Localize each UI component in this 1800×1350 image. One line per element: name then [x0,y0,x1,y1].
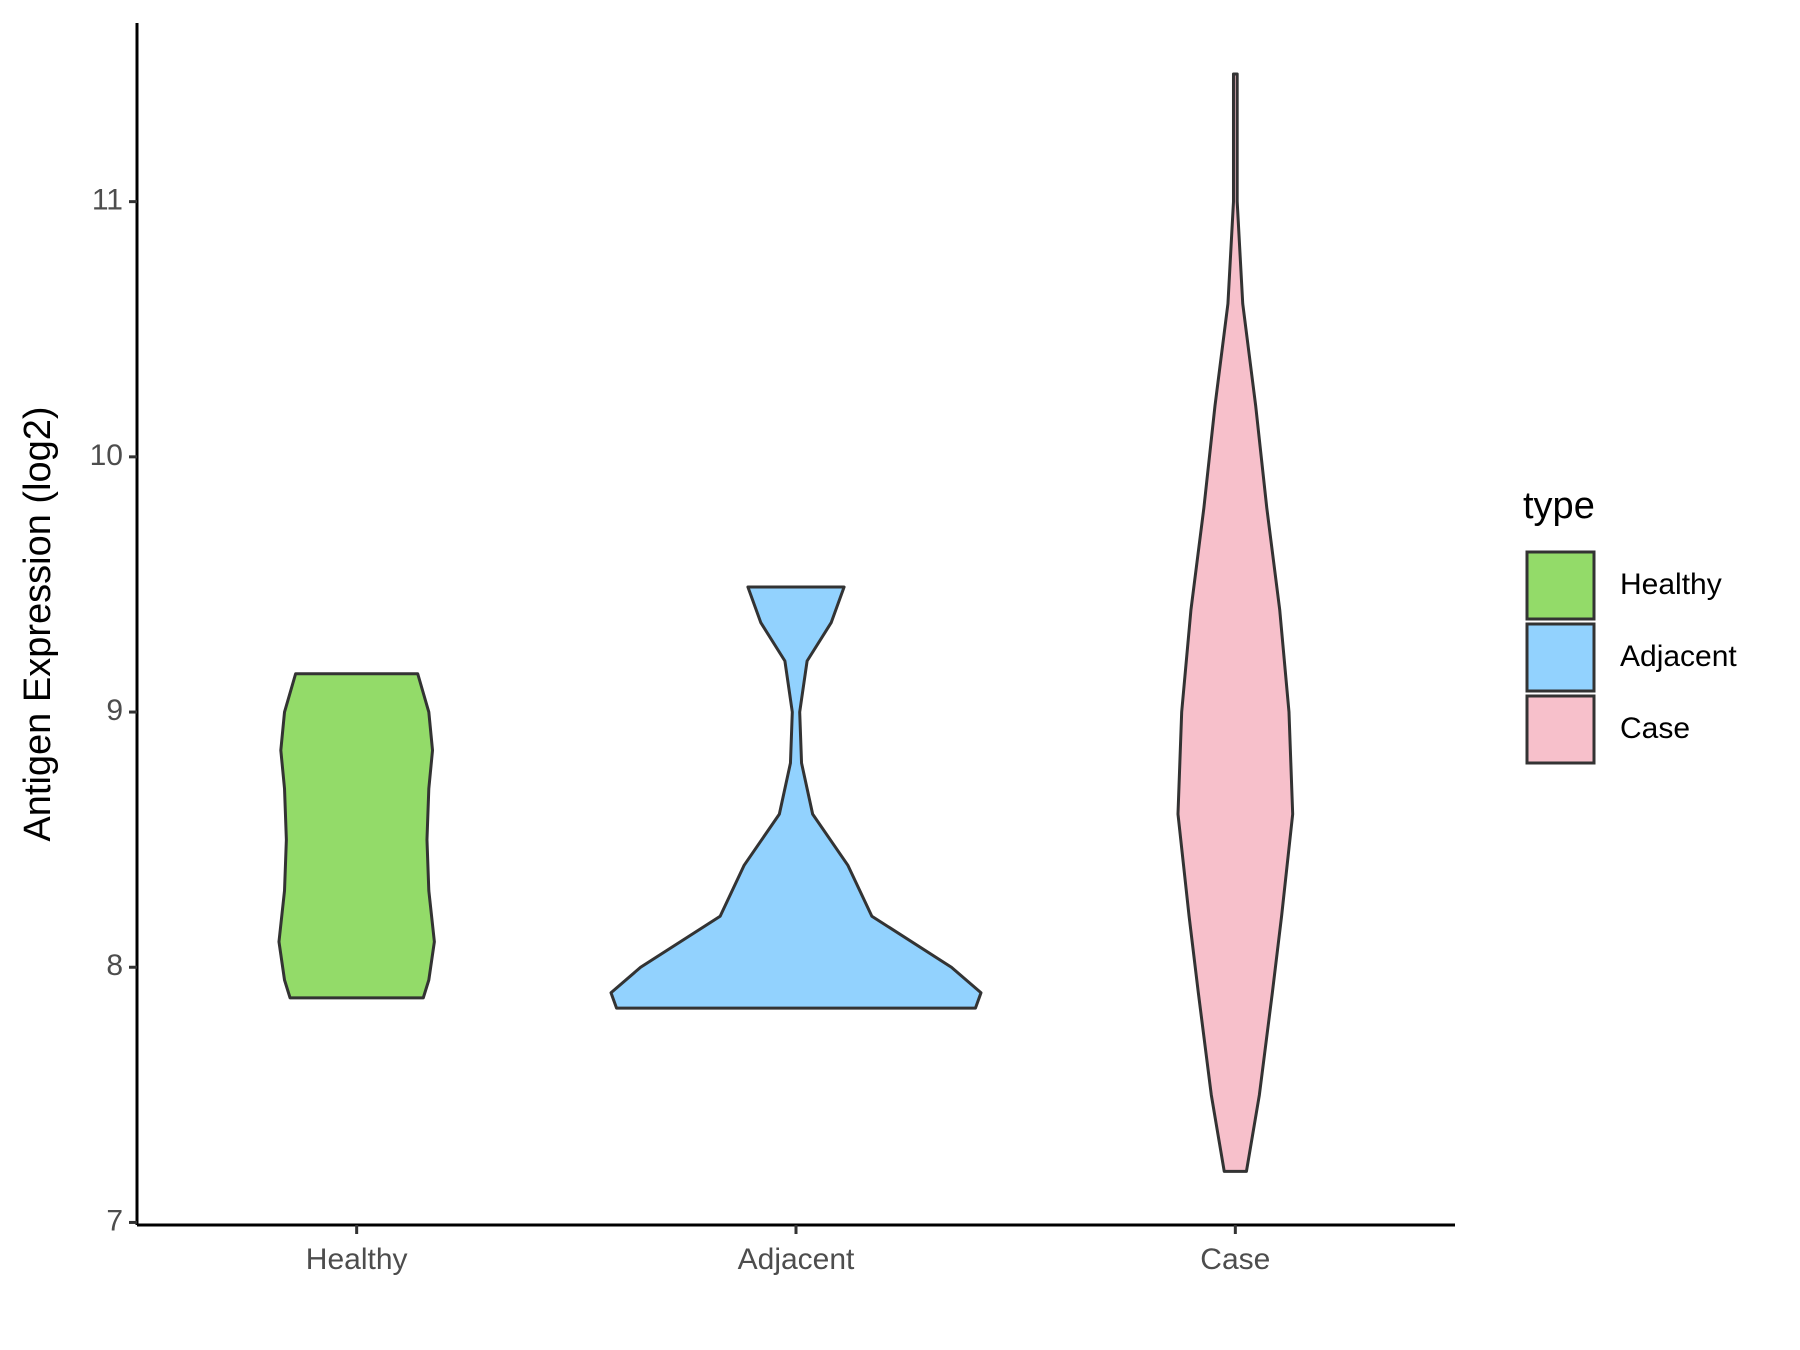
legend-key [1525,694,1596,765]
violin [609,585,983,1010]
legend-key [1525,622,1596,693]
y-tick-label: 9 [106,694,123,727]
legend-title: type [1523,485,1595,527]
y-tick-label: 10 [90,439,123,472]
x-tick-label: Healthy [306,1243,408,1276]
legend-label: Adjacent [1620,640,1737,673]
x-tick-label: Adjacent [738,1243,855,1276]
y-axis-title: Antigen Expression (log2) [17,406,59,841]
legend-key [1525,550,1596,621]
y-tick-label: 8 [106,949,123,982]
legend-label: Case [1620,712,1690,745]
legend-label: Healthy [1620,568,1722,601]
violin [1176,72,1295,1173]
violin [277,672,436,1000]
x-tick-label: Case [1200,1243,1270,1276]
y-tick-label: 11 [92,184,123,217]
y-tick-label: 7 [106,1204,123,1237]
